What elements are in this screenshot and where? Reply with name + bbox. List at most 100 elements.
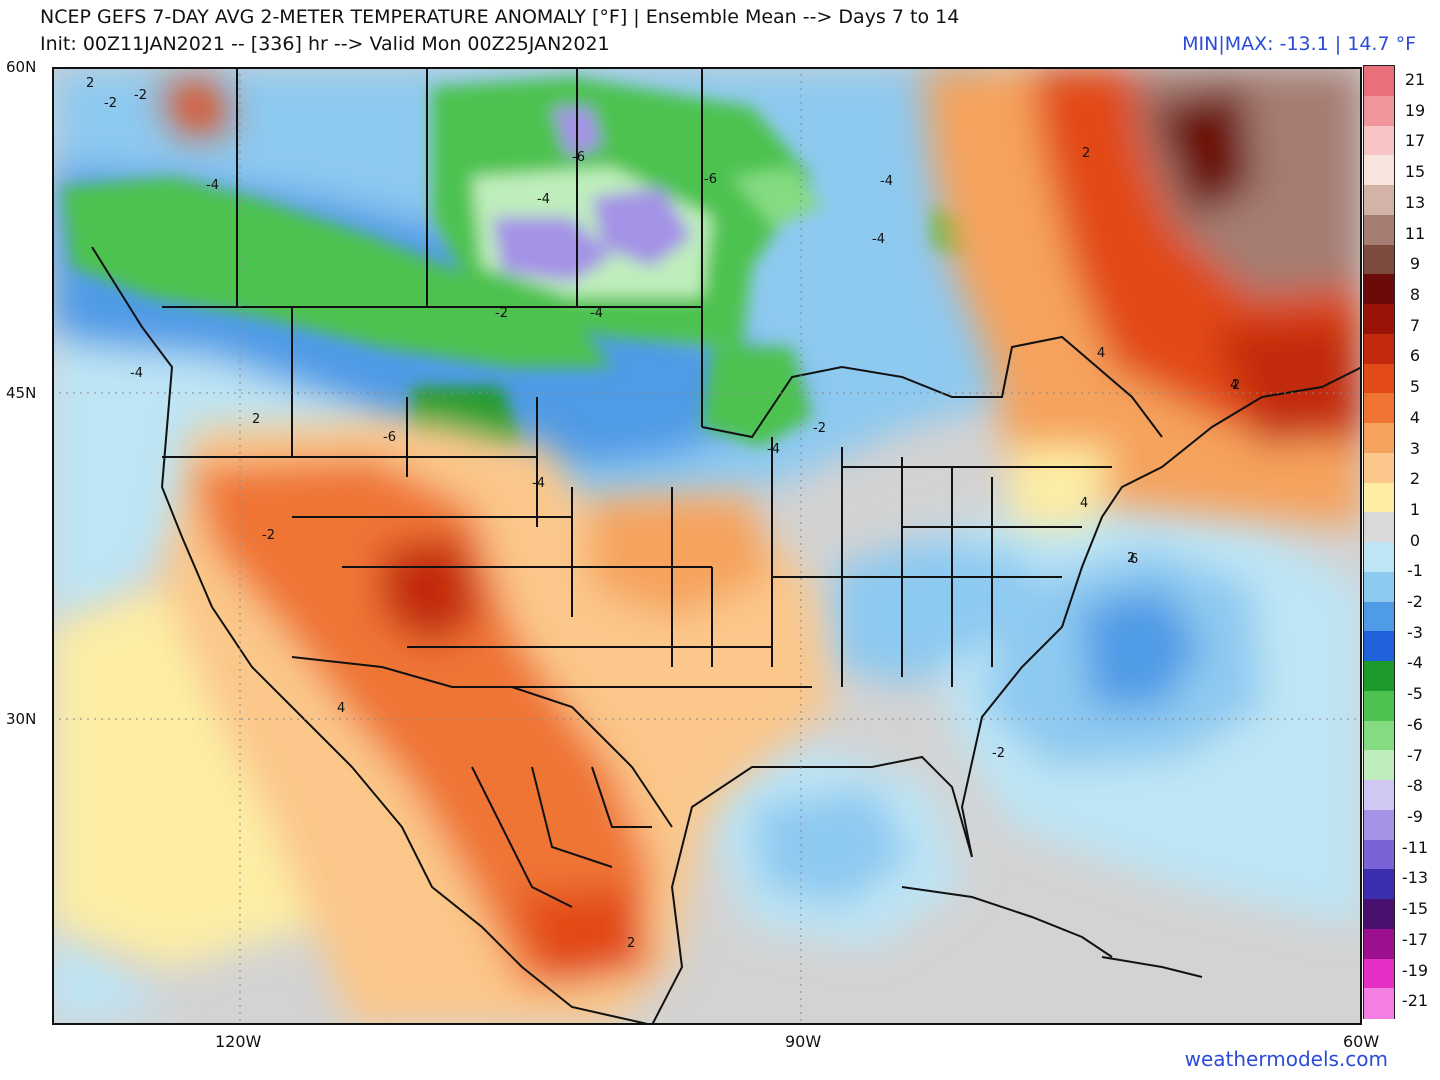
legend-swatch (1364, 244, 1394, 275)
legend-label: 2 (1409, 469, 1421, 489)
legend-label: 19 (1404, 100, 1426, 120)
contour-label: -6 (704, 172, 717, 187)
us-state-lines-horizontal (162, 456, 1112, 688)
contour-label: 6 (1130, 552, 1138, 567)
legend-swatch (1364, 125, 1394, 156)
contour-label: 2 (1127, 551, 1135, 566)
lat-label-60n: 60N (6, 58, 37, 76)
legend-swatch (1364, 809, 1394, 840)
legend-swatch (1364, 482, 1394, 513)
legend-swatch (1364, 66, 1394, 97)
contour-label: -2 (495, 306, 508, 321)
legend-label: 15 (1404, 162, 1426, 182)
legend-label: -6 (1407, 714, 1423, 734)
legend-swatch (1364, 95, 1394, 126)
lat-label-30n: 30N (6, 710, 37, 728)
legend-swatch (1364, 869, 1394, 900)
contour-label: 2 (1232, 378, 1240, 393)
legend-swatch (1364, 274, 1394, 305)
contour-label: -4 (206, 178, 219, 193)
lon-label-120w: 120W (215, 1032, 262, 1051)
contour-label: -4 (872, 232, 885, 247)
legend-swatch (1364, 452, 1394, 483)
legend-swatch (1364, 988, 1394, 1019)
legend-swatch (1364, 304, 1394, 335)
legend-label: 8 (1409, 284, 1421, 304)
contour-label: 4 (1080, 496, 1088, 511)
contour-label: 2 (627, 936, 635, 951)
contour-label: -2 (992, 746, 1005, 761)
legend-label: 0 (1409, 530, 1421, 550)
contour-label: -2 (134, 88, 147, 103)
legend-label: 3 (1409, 438, 1421, 458)
legend-swatch (1364, 958, 1394, 989)
contour-label: -4 (767, 442, 780, 457)
contour-label: 2 (252, 412, 260, 427)
legend-label: 17 (1404, 131, 1426, 151)
legend-swatch (1364, 928, 1394, 959)
contour-labels: 2-2-4-6-4-6 -4-4-2 -4-6-4-2-4-4-2242422462… (86, 76, 1240, 951)
legend-label: 1 (1409, 499, 1421, 519)
contour-label: -4 (880, 174, 893, 189)
legend-label: -5 (1407, 684, 1423, 704)
legend-swatch (1364, 363, 1394, 394)
contour-label: -6 (572, 150, 585, 165)
gulf-atlantic-coastline (651, 366, 1362, 1025)
legend-swatch (1364, 155, 1394, 186)
legend-label: -9 (1407, 807, 1423, 827)
legend-swatch (1364, 185, 1394, 216)
color-scale-legend (1363, 65, 1395, 1019)
graticule (52, 67, 1362, 1025)
pacific-coastline (91, 246, 653, 1025)
lat-label-45n: 45N (6, 384, 37, 402)
contour-label: -2 (104, 96, 117, 111)
legend-label: -21 (1401, 991, 1429, 1011)
contour-label: 4 (1097, 346, 1105, 361)
boundary-lines (91, 67, 1362, 1025)
legend-swatch (1364, 661, 1394, 692)
legend-label: 7 (1409, 315, 1421, 335)
contour-label: 4 (1230, 378, 1238, 393)
us-mexico-border (291, 656, 673, 828)
anomaly-field-warm (52, 67, 1362, 1025)
legend-swatch (1364, 571, 1394, 602)
legend-label: -1 (1407, 561, 1423, 581)
legend-label: 4 (1409, 407, 1421, 427)
legend-swatch (1364, 512, 1394, 543)
contour-label: -4 (537, 192, 550, 207)
legend-swatch (1364, 720, 1394, 751)
legend-swatch (1364, 542, 1394, 573)
legend-label: -2 (1407, 592, 1423, 612)
legend-swatch (1364, 423, 1394, 454)
canada-provinces (236, 67, 703, 307)
legend-swatch (1364, 750, 1394, 781)
contour-label: 2 (86, 76, 94, 91)
legend-swatch (1364, 393, 1394, 424)
legend-label: 11 (1404, 223, 1426, 243)
contour-label: -2 (813, 421, 826, 436)
legend-label: -4 (1407, 653, 1423, 673)
map-title: NCEP GEFS 7-DAY AVG 2-METER TEMPERATURE … (40, 6, 960, 28)
lon-label-60w: 60W (1343, 1032, 1380, 1051)
mexico-state-lines (471, 766, 652, 908)
site-credit: weathermodels.com (1184, 1047, 1388, 1071)
min-max-readout: MIN|MAX: -13.1 | 14.7 °F (1182, 33, 1416, 55)
legend-label: -15 (1401, 899, 1429, 919)
contour-label: -6 (383, 430, 396, 445)
legend-label: -8 (1407, 776, 1423, 796)
legend-swatch (1364, 631, 1394, 662)
legend-label: 9 (1409, 254, 1421, 274)
legend-label: -7 (1407, 745, 1423, 765)
legend-label: -13 (1401, 868, 1429, 888)
contour-label: -4 (532, 476, 545, 491)
legend-label: -3 (1407, 622, 1423, 642)
anomaly-map: 2-2-4-6-4-6 -4-4-2 -4-6-4-2-4-4-2242422462… (52, 67, 1362, 1025)
us-canada-border-east (701, 335, 1163, 439)
legend-label: 6 (1409, 346, 1421, 366)
legend-label: 5 (1409, 377, 1421, 397)
legend-label: -19 (1401, 960, 1429, 980)
legend-swatch (1364, 333, 1394, 364)
contour-label: 4 (337, 701, 345, 716)
legend-swatch (1364, 839, 1394, 870)
legend-label: -17 (1401, 929, 1429, 949)
